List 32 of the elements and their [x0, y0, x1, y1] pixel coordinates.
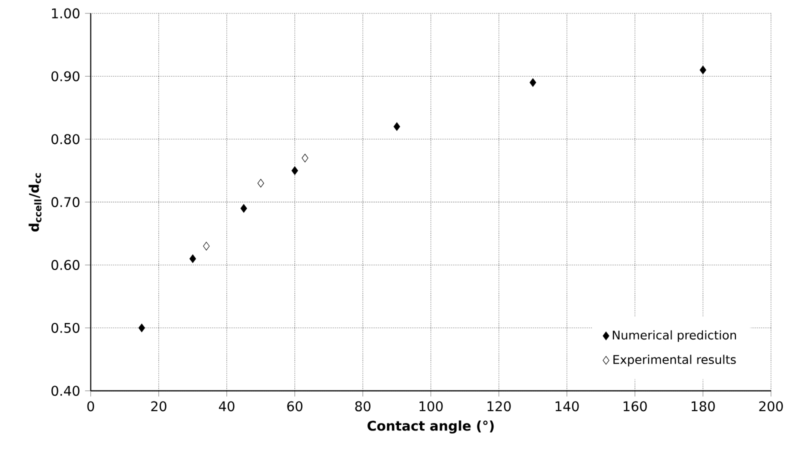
legend-label: Experimental results [613, 354, 736, 366]
y-tick-label: 0.50 [51, 322, 80, 333]
point [700, 66, 706, 74]
legend-label: Numerical prediction [612, 330, 736, 342]
x-tick-label: 20 [151, 401, 166, 412]
y-tick-label: 0.40 [51, 386, 80, 396]
point [203, 242, 210, 250]
y-tick-label: 0.60 [51, 260, 80, 270]
point [138, 324, 145, 332]
point [302, 154, 308, 162]
x-tick-label: 140 [556, 401, 579, 412]
y-tick-label: 0.70 [51, 196, 80, 208]
point [394, 122, 400, 131]
x-tick-label: 200 [759, 401, 783, 412]
y-tick-label: 0.80 [51, 134, 80, 144]
point [189, 254, 196, 263]
point [292, 166, 298, 175]
x-tick-label: 0 [87, 401, 94, 412]
x-tick-label: 160 [624, 401, 647, 412]
y-tick-label: 1.00 [52, 8, 80, 18]
x-tick-label: 80 [355, 401, 370, 412]
x-tick-label: 60 [287, 401, 302, 412]
y-axis-title: d$_{ccell}$/d$_{cc}$ [28, 173, 42, 232]
x-tick-label: 40 [218, 401, 234, 412]
point [530, 78, 536, 87]
x-tick-label: 180 [692, 401, 715, 412]
y-tick-label: 0.90 [51, 71, 80, 82]
point [240, 204, 248, 213]
x-tick-label: 120 [488, 401, 511, 412]
x-axis-title: Contact angle (°) [368, 420, 494, 434]
x-tick-label: 100 [420, 401, 443, 412]
point [258, 178, 264, 188]
